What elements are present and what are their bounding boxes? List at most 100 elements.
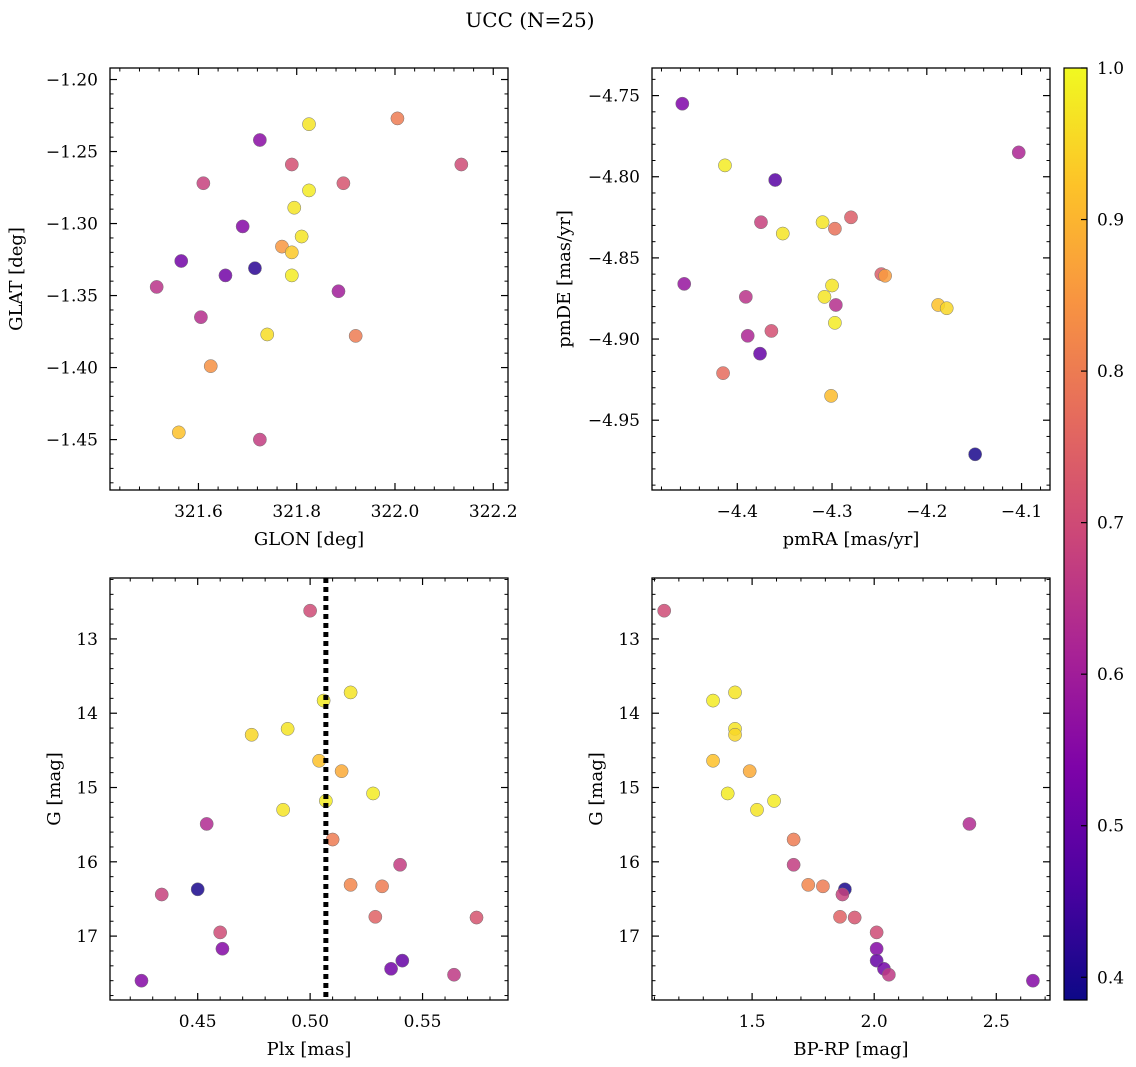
data-point bbox=[368, 909, 383, 924]
data-point bbox=[303, 603, 317, 618]
data-point bbox=[203, 359, 218, 373]
x-tick-label: −4.3 bbox=[811, 502, 852, 522]
x-tick-label: 1.5 bbox=[739, 1012, 766, 1032]
data-point bbox=[447, 967, 461, 982]
data-point bbox=[348, 329, 363, 343]
x-tick-label: 0.50 bbox=[291, 1012, 329, 1032]
data-point bbox=[302, 117, 316, 132]
x-tick-label: −4.1 bbox=[1001, 502, 1042, 522]
data-point bbox=[720, 786, 735, 801]
data-point bbox=[801, 877, 816, 892]
data-point bbox=[284, 268, 299, 283]
data-point bbox=[196, 176, 211, 191]
data-point bbox=[199, 817, 214, 831]
data-point bbox=[149, 280, 164, 294]
data-point bbox=[253, 432, 267, 447]
data-point bbox=[343, 877, 358, 892]
data-point bbox=[390, 111, 405, 126]
points bbox=[657, 603, 1040, 988]
data-point bbox=[154, 887, 169, 902]
data-point bbox=[764, 324, 779, 338]
data-point bbox=[253, 133, 267, 147]
data-point bbox=[287, 200, 302, 215]
data-point bbox=[331, 284, 346, 299]
y-tick-label: 13 bbox=[76, 630, 98, 650]
x-axis-label: pmRA [mas/yr] bbox=[783, 529, 920, 550]
data-point bbox=[235, 219, 250, 234]
data-point bbox=[336, 176, 351, 191]
scatter-panels: 321.6 321.8 322.0 322.2 −1.45 −1.40 −1.35 −1.30… bbox=[6, 67, 1051, 1060]
data-point bbox=[740, 328, 755, 343]
y-tick-label: 16 bbox=[76, 853, 98, 873]
data-point bbox=[1026, 973, 1040, 988]
x-axis-label: GLON [deg] bbox=[254, 529, 364, 550]
data-point bbox=[469, 910, 484, 925]
data-point bbox=[869, 925, 884, 940]
y-tick-label: 13 bbox=[618, 630, 640, 650]
y-tick-label: −4.90 bbox=[588, 330, 640, 350]
data-point bbox=[881, 967, 896, 982]
data-point bbox=[767, 794, 781, 808]
data-point bbox=[171, 425, 186, 440]
data-point bbox=[393, 857, 407, 872]
panel-1: 321.6 321.8 322.0 322.2 −1.45 −1.40 −1.35 −1.30… bbox=[6, 67, 518, 550]
y-tick-label: 17 bbox=[76, 927, 98, 947]
figure-title: UCC (N=25) bbox=[465, 8, 594, 32]
y-tick-label: −1.20 bbox=[46, 71, 98, 91]
data-point bbox=[817, 290, 832, 304]
y-tick-label: −1.25 bbox=[46, 143, 98, 163]
y-tick-label: 15 bbox=[618, 779, 640, 799]
data-point bbox=[675, 96, 690, 111]
y-tick-label: 14 bbox=[618, 704, 640, 724]
points bbox=[134, 603, 484, 988]
data-point bbox=[962, 817, 977, 831]
data-point bbox=[260, 327, 275, 342]
x-tick-label: 322.2 bbox=[469, 502, 518, 522]
points bbox=[675, 96, 1026, 462]
y-axis-label: G [mag] bbox=[586, 752, 607, 825]
data-point bbox=[738, 290, 753, 304]
y-tick-label: −4.85 bbox=[588, 249, 640, 269]
colorbar: 0.4 0.5 0.6 0.7 0.8 0.9 1.0 bbox=[1063, 59, 1124, 1001]
colorbar-tick-label: 0.7 bbox=[1097, 514, 1124, 534]
data-point bbox=[828, 315, 842, 330]
y-tick-label: 17 bbox=[618, 927, 640, 947]
data-point bbox=[215, 941, 230, 956]
data-point bbox=[248, 261, 262, 276]
x-axis-label: Plx [mas] bbox=[267, 1039, 352, 1060]
data-point bbox=[284, 245, 299, 260]
colorbar-gradient bbox=[1064, 68, 1087, 1000]
data-point bbox=[968, 447, 982, 462]
data-point bbox=[828, 221, 842, 236]
colorbar-frame bbox=[1063, 67, 1088, 1001]
panel-2: −4.4 −4.3 −4.2 −4.1 −4.95 −4.90 −4.85 −4.80 −4.7… bbox=[554, 67, 1051, 550]
data-point bbox=[280, 721, 295, 736]
data-point bbox=[244, 727, 259, 742]
colorbar-tick-label: 0.8 bbox=[1097, 362, 1124, 382]
data-point bbox=[816, 879, 830, 894]
data-point bbox=[284, 157, 299, 172]
x-tick-label: 0.55 bbox=[404, 1012, 442, 1032]
axes-frame bbox=[109, 577, 509, 1001]
data-point bbox=[768, 173, 783, 187]
data-point bbox=[869, 941, 884, 956]
data-point bbox=[276, 802, 290, 817]
data-point bbox=[454, 157, 469, 172]
data-point bbox=[718, 158, 732, 173]
x-tick-label: −4.2 bbox=[906, 502, 947, 522]
axes-frame bbox=[651, 577, 1051, 1001]
x-tick-label: 2.5 bbox=[983, 1012, 1010, 1032]
data-point bbox=[657, 603, 672, 618]
points bbox=[149, 111, 469, 447]
colorbar-tick-label: 0.9 bbox=[1097, 211, 1124, 231]
data-point bbox=[728, 685, 742, 700]
colorbar-tick-label: 1.0 bbox=[1097, 59, 1124, 79]
y-tick-label: 16 bbox=[618, 853, 640, 873]
data-point bbox=[218, 268, 233, 283]
y-tick-label: 14 bbox=[76, 704, 98, 724]
data-point bbox=[375, 879, 389, 894]
axes-frame bbox=[651, 67, 1051, 491]
data-point bbox=[728, 727, 742, 742]
x-tick-label: 0.45 bbox=[179, 1012, 217, 1032]
